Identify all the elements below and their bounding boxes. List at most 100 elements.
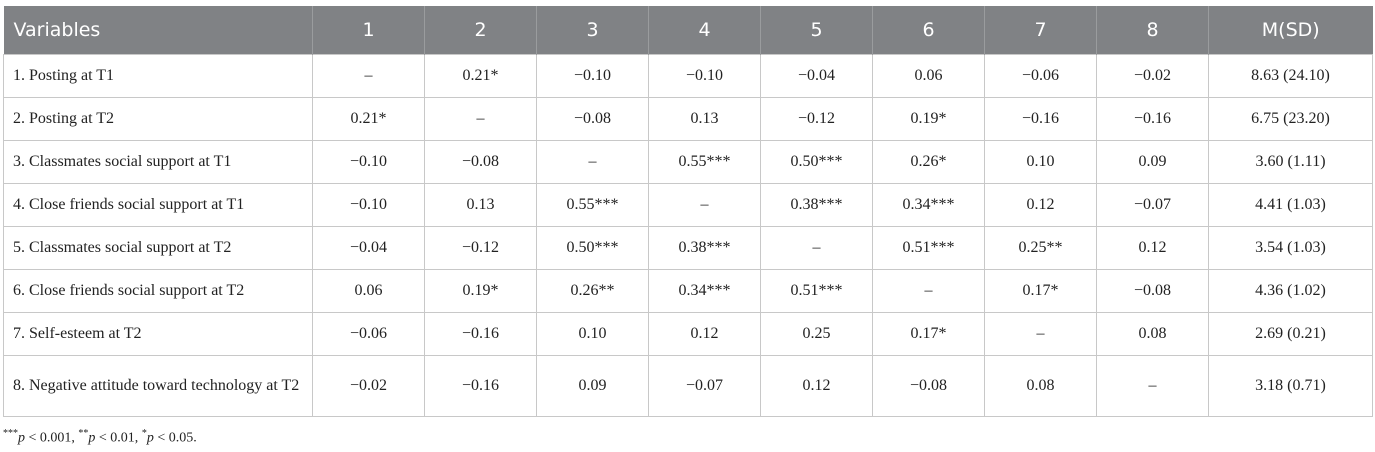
correlation-table: Variables 1 2 3 4 5 6 7 8 M(SD) 1. Posting at T1–… [3,6,1373,417]
value-cell: 0.25** [984,226,1097,270]
value-cell: −0.12 [760,97,873,141]
value-cell: −0.16 [424,312,537,356]
value-cell: 6.75 (23.20) [1208,97,1373,141]
value-cell: −0.12 [424,226,537,270]
table-body: 1. Posting at T1–0.21* −0.10 −0.10 −0.04 0.0… [3,54,1373,417]
value-cell: – [424,97,537,141]
header-cell: 4 [648,6,761,55]
value-cell: 0.06 [872,54,985,98]
value-cell: – [1096,355,1209,417]
value-cell: 0.17* [872,312,985,356]
value-cell: 4.41 (1.03) [1208,183,1373,227]
note-p: p [88,430,96,446]
value-cell: – [984,312,1097,356]
value-cell: 0.51*** [872,226,985,270]
value-cell: – [312,54,425,98]
note-text: < 0.05. [153,430,197,446]
value-cell: 0.17* [984,269,1097,313]
value-cell: – [872,269,985,313]
header-cell: M(SD) [1208,6,1373,55]
value-cell: −0.02 [1096,54,1209,98]
value-cell: −0.08 [536,97,649,141]
header-cell: 8 [1096,6,1209,55]
header-row: Variables 1 2 3 4 5 6 7 8 M(SD) [3,6,1373,55]
value-cell: 0.50*** [536,226,649,270]
value-cell: 0.12 [760,355,873,417]
header-cell: Variables [3,6,313,55]
footnote: ***p < 0.001, **p < 0.01, *p < 0.05. [3,428,197,447]
value-cell: −0.16 [984,97,1097,141]
header-cell: 2 [424,6,537,55]
variable-cell: 1. Posting at T1 [3,54,313,98]
value-cell: −0.16 [424,355,537,417]
value-cell: −0.10 [648,54,761,98]
value-cell: −0.08 [872,355,985,417]
value-cell: 0.50*** [760,140,873,184]
value-cell: 0.10 [536,312,649,356]
note-text: < 0.01, [95,430,142,446]
note-stars: *** [3,428,18,439]
value-cell: 3.60 (1.11) [1208,140,1373,184]
header-cell: 1 [312,6,425,55]
table-row: 6. Close friends social support at T2 0.0… [3,269,1373,313]
value-cell: 0.09 [536,355,649,417]
table-row: 2. Posting at T2 0.21* – −0.08 0.13 −0.12 0.19… [3,97,1373,141]
value-cell: −0.07 [1096,183,1209,227]
header-cell: 3 [536,6,649,55]
variable-cell: 7. Self-esteem at T2 [3,312,313,356]
value-cell: −0.08 [424,140,537,184]
value-cell: 0.25 [760,312,873,356]
value-cell: 0.55*** [648,140,761,184]
value-cell: 0.06 [312,269,425,313]
header-cell: 6 [872,6,985,55]
value-cell: 0.34*** [648,269,761,313]
value-cell: 8.63 (24.10) [1208,54,1373,98]
value-cell: 0.38*** [648,226,761,270]
table-row: 5. Classmates social support at T2 −0.04−… [3,226,1373,270]
value-cell: 0.19* [872,97,985,141]
value-cell: 0.38*** [760,183,873,227]
note-p: p [18,430,25,446]
value-cell: 2.69 (0.21) [1208,312,1373,356]
value-cell: −0.06 [984,54,1097,98]
value-cell: 0.12 [984,183,1097,227]
value-cell: −0.10 [312,183,425,227]
value-cell: 0.21* [312,97,425,141]
value-cell: 0.10 [984,140,1097,184]
value-cell: 0.08 [1096,312,1209,356]
note-stars: ** [78,428,89,439]
value-cell: 0.08 [984,355,1097,417]
table-row: 7. Self-esteem at T2 −0.06 −0.16 0.10 0.12 0.… [3,312,1373,356]
value-cell: 0.51*** [760,269,873,313]
value-cell: 0.21* [424,54,537,98]
note-stars: * [141,428,147,439]
note-text: < 0.001, [25,430,79,446]
value-cell: −0.04 [760,54,873,98]
value-cell: 3.54 (1.03) [1208,226,1373,270]
variable-cell: 6. Close friends social support at T2 [3,269,313,313]
value-cell: – [760,226,873,270]
value-cell: 0.26** [536,269,649,313]
value-cell: 0.12 [648,312,761,356]
value-cell: −0.04 [312,226,425,270]
value-cell: −0.16 [1096,97,1209,141]
value-cell: 0.12 [1096,226,1209,270]
value-cell: −0.07 [648,355,761,417]
header-cell: 7 [984,6,1097,55]
note-p: p [146,430,154,446]
value-cell: 4.36 (1.02) [1208,269,1373,313]
value-cell: −0.10 [312,140,425,184]
value-cell: 0.26* [872,140,985,184]
value-cell: 0.19* [424,269,537,313]
variable-cell: 8. Negative attitude toward technology a… [3,355,313,417]
value-cell: −0.10 [536,54,649,98]
table-row: 8. Negative attitude toward technology a… [3,355,1373,417]
variable-cell: 4. Close friends social support at T1 [3,183,313,227]
value-cell: 0.13 [424,183,537,227]
table-row: 3. Classmates social support at T1 −0.10−… [3,140,1373,184]
value-cell: 0.34*** [872,183,985,227]
value-cell: 0.13 [648,97,761,141]
table-row: 4. Close friends social support at T1 −0.… [3,183,1373,227]
variable-cell: 5. Classmates social support at T2 [3,226,313,270]
